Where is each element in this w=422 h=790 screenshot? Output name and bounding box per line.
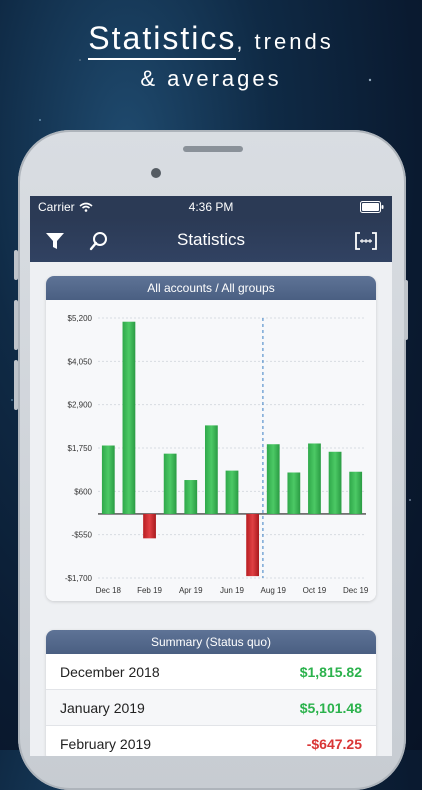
battery-icon (360, 201, 384, 213)
chart-bar (101, 445, 115, 514)
summary-row-value: $5,101.48 (299, 699, 362, 716)
chart-bar (266, 444, 280, 514)
chart-bar (349, 471, 363, 514)
chart-bar (328, 451, 342, 514)
headline-line2: & averages (140, 66, 282, 91)
chart-card-header: All accounts / All groups (46, 276, 376, 300)
x-tick-label: Apr 19 (179, 586, 203, 595)
front-camera (151, 168, 161, 178)
chart-bar (204, 425, 218, 514)
volume-down-button (14, 360, 18, 410)
summary-row-label: January 2019 (60, 699, 145, 716)
summary-row-value: $1,815.82 (299, 663, 362, 680)
x-tick-label: Jun 19 (220, 586, 245, 595)
chart-bar (163, 453, 177, 514)
summary-row[interactable]: January 2019 $5,101.48 (46, 690, 376, 726)
chart-bar (287, 472, 301, 514)
y-tick-label: -$1,700 (65, 574, 93, 583)
summary-row[interactable]: February 2019 -$647.25 (46, 726, 376, 756)
date-range-icon[interactable] (354, 230, 378, 252)
volume-up-button (14, 300, 18, 350)
x-tick-label: Dec 19 (343, 586, 369, 595)
headline-title-rest: , trends (236, 29, 334, 54)
chart-bar (225, 470, 239, 514)
chart-bar (122, 321, 136, 514)
chart-bar (143, 513, 156, 539)
phone-screen: Carrier 4:36 PM Statistics (30, 196, 392, 756)
chart-bar (308, 443, 321, 514)
power-button (404, 280, 408, 340)
headline-line1: Statistics, trends (0, 20, 422, 60)
chart-bar (184, 480, 198, 514)
chart-bar (246, 513, 260, 577)
y-tick-label: -$550 (72, 531, 93, 540)
summary-row-label: December 2018 (60, 663, 160, 680)
chart-card: All accounts / All groups $5,200 $4,050 $2… (46, 276, 376, 601)
mute-button (14, 250, 18, 280)
speaker (183, 146, 243, 152)
summary-card-header: Summary (Status quo) (46, 630, 376, 654)
nav-bar: Statistics (30, 218, 392, 262)
status-bar: Carrier 4:36 PM (30, 196, 392, 218)
filter-icon[interactable] (44, 230, 66, 252)
y-tick-label: $2,900 (68, 401, 93, 410)
y-tick-label: $4,050 (68, 357, 93, 366)
summary-row-value: -$647.25 (306, 735, 362, 752)
x-tick-label: Feb 19 (137, 586, 162, 595)
headline-title: Statistics (88, 20, 237, 60)
bar-chart[interactable]: $5,200 $4,050 $2,900 $1,750 $600 -$550 -$1,700… (46, 300, 376, 601)
search-icon[interactable] (88, 230, 110, 252)
carrier-label: Carrier (38, 200, 75, 214)
chart-area[interactable]: $5,200 $4,050 $2,900 $1,750 $600 -$550 -$1,700… (46, 300, 376, 601)
x-tick-label: Oct 19 (303, 586, 327, 595)
summary-row[interactable]: December 2018 $1,815.82 (46, 654, 376, 690)
wifi-icon (79, 202, 93, 212)
page-title: Statistics (176, 230, 246, 249)
y-tick-label: $600 (74, 487, 92, 496)
status-time: 4:36 PM (188, 200, 234, 214)
x-tick-label: Dec 18 (96, 586, 122, 595)
y-tick-label: $5,200 (68, 314, 93, 323)
summary-list: December 2018 $1,815.82 January 2019 $5,101… (46, 654, 376, 756)
summary-card: Summary (Status quo) December 2018 $1,815… (46, 630, 376, 756)
summary-row-label: February 2019 (60, 735, 152, 752)
x-tick-label: Aug 19 (261, 586, 287, 595)
y-tick-label: $1,750 (68, 444, 93, 453)
